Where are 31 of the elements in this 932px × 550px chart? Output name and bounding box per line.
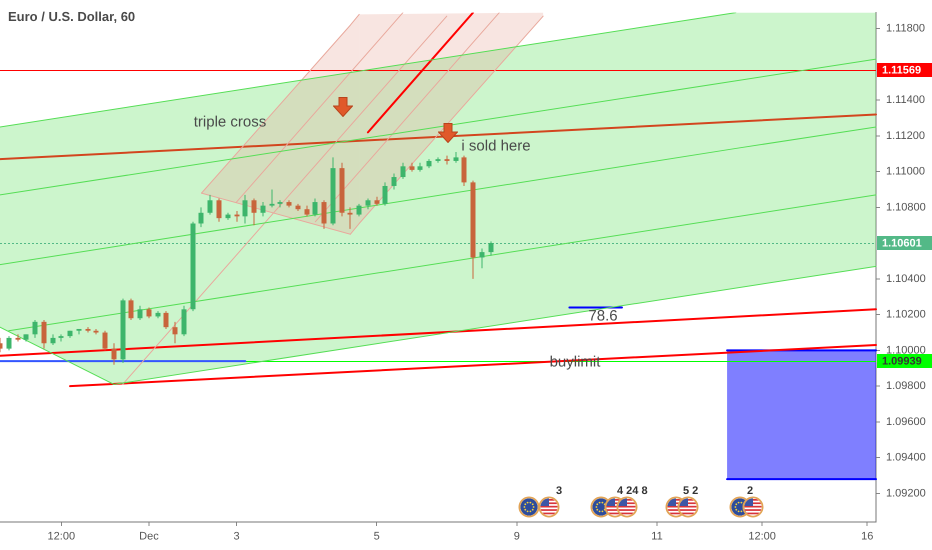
x-tick-label: 9 — [514, 530, 520, 543]
x-tick-label: 11 — [651, 530, 663, 543]
ref-line-label: 1.09939 — [882, 356, 922, 368]
y-tick-label: 1.09400 — [886, 452, 926, 464]
annotation: 3 — [556, 485, 562, 497]
y-tick-label: 1.11000 — [886, 166, 925, 178]
chart-title: Euro / U.S. Dollar, 60 — [8, 9, 136, 24]
annotation: 4 24 8 — [617, 485, 648, 497]
y-tick-label: 1.11800 — [886, 22, 925, 35]
x-tick-label: 12:00 — [48, 530, 76, 543]
y-tick-label: 1.09200 — [886, 487, 926, 500]
annotation: 2 — [747, 485, 754, 497]
ref-line-label: 1.10601 — [882, 238, 922, 250]
y-tick-label: 1.10800 — [886, 201, 926, 214]
y-tick-label: 1.11400 — [886, 94, 925, 106]
y-tick-label: 1.10200 — [886, 308, 926, 321]
y-tick-label: 1.11200 — [886, 130, 925, 142]
x-tick-label: 12:00 — [748, 530, 776, 543]
x-tick-label: 16 — [861, 530, 874, 543]
y-tick-label: 1.10000 — [886, 344, 926, 356]
x-tick-label: Dec — [139, 530, 160, 543]
y-tick-label: 1.09800 — [886, 380, 926, 392]
y-tick-label: 1.09600 — [886, 416, 926, 428]
ref-line-label: 1.11569 — [882, 64, 922, 77]
x-tick-label: 5 — [374, 530, 380, 543]
annotation: i sold here — [461, 138, 531, 154]
y-tick-label: 1.10400 — [886, 272, 926, 285]
annotation: 5 2 — [683, 485, 698, 497]
x-tick-label: 3 — [233, 530, 240, 543]
annotation: 78.6 — [588, 308, 618, 324]
annotation: triple cross — [194, 114, 266, 130]
